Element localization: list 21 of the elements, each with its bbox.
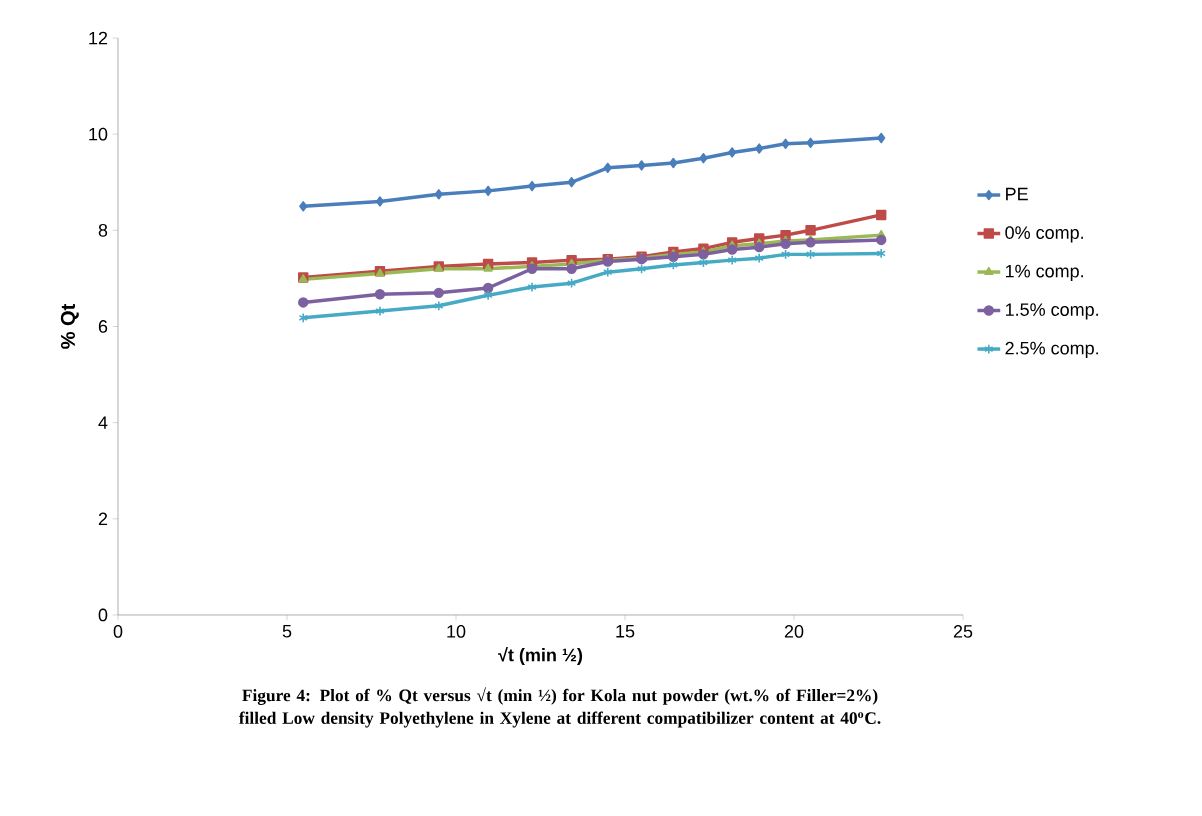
- y-tick-label: 4: [98, 416, 108, 429]
- caption: Figure 4: Plot of % Qt versus √t (min ½) for Kola nut powder (wt.% of Filler=2%) filled Low density Polyethylene in Xylene at different compatibilizer content at 40$^{o}$C.: [238, 687, 881, 728]
- x-tick-label: 5: [282, 625, 292, 638]
- y-tick-label: 8: [98, 223, 108, 237]
- y-tick-label: 10: [89, 127, 108, 141]
- y-tick-label: 0: [98, 608, 108, 622]
- x-tick-label: 15: [616, 625, 635, 638]
- x-axis-title: √t (min ½): [498, 646, 583, 665]
- legend-label: 2.5% comp.: [1005, 341, 1098, 359]
- y-tick-label: 6: [98, 320, 108, 333]
- legend-label: PE: [1006, 187, 1028, 201]
- y-tick-label: 12: [89, 31, 108, 45]
- legend-label: 1.5% comp.: [1005, 303, 1098, 320]
- x-tick-label: 0: [113, 625, 123, 638]
- x-tick-label: 10: [447, 625, 466, 638]
- x-tick-label: 20: [784, 625, 804, 638]
- x-tick-label: 25: [953, 625, 973, 638]
- legend-label: 0% comp.: [1005, 226, 1083, 243]
- legend-label: 1% comp.: [1005, 264, 1083, 282]
- y-axis-title: % Qt: [60, 303, 79, 349]
- y-tick-label: 2: [98, 512, 108, 526]
